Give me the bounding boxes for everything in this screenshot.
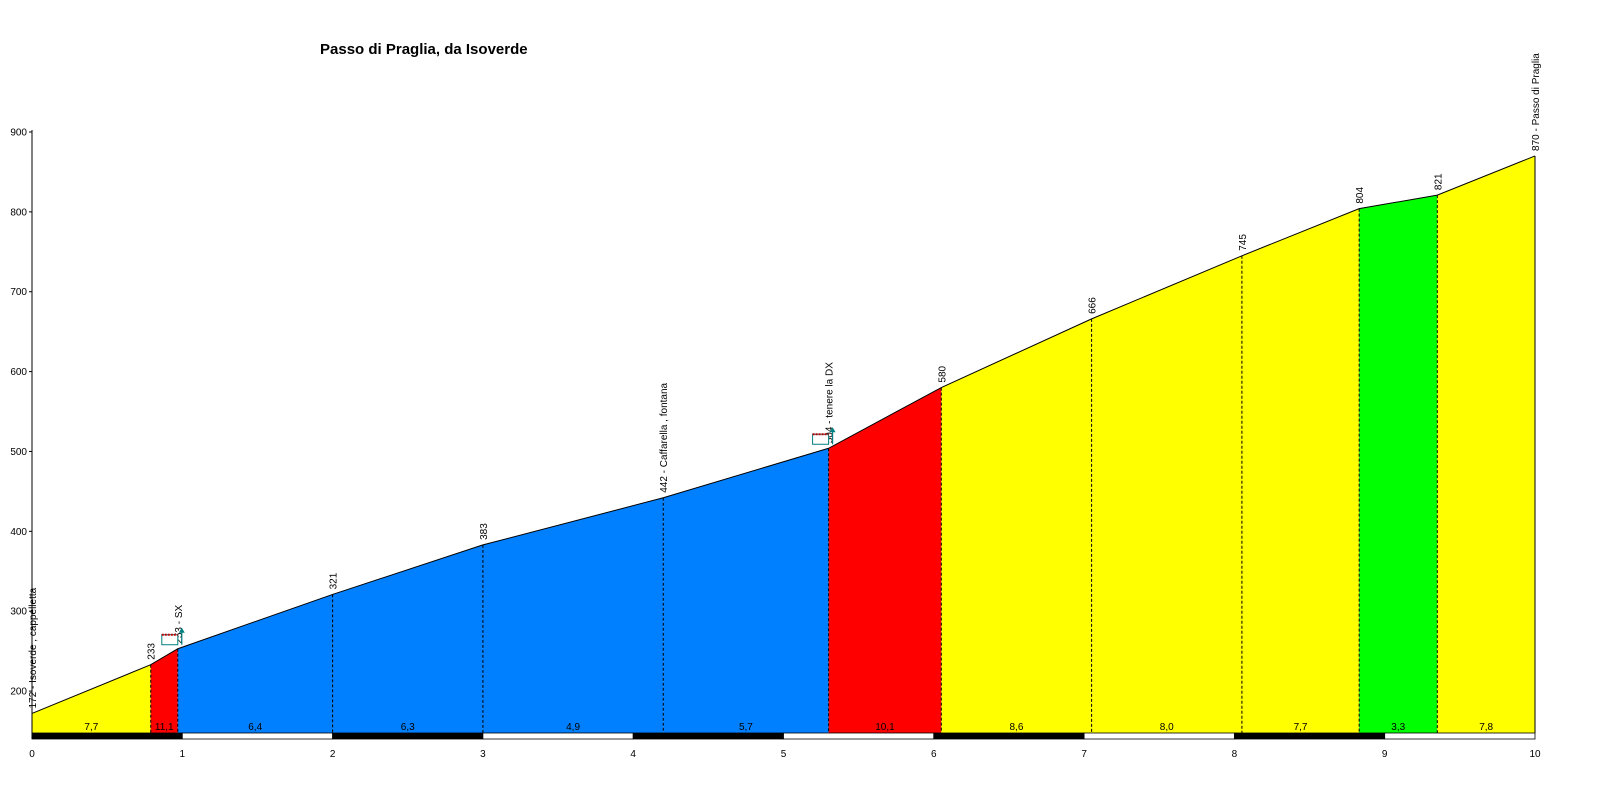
- x-tick-label: 4: [630, 749, 636, 760]
- y-tick-label: 400: [10, 527, 27, 538]
- segment-dividers: [150, 155, 1536, 733]
- elevation-label: 321: [329, 572, 340, 589]
- grade-label: 11,1: [155, 722, 174, 733]
- y-tick-label: 900: [10, 128, 27, 139]
- km-bar-block: [181, 732, 334, 740]
- grade-label: 7,7: [84, 722, 98, 733]
- grade-label: 10,1: [875, 722, 895, 733]
- grade-label: 7,7: [1294, 722, 1308, 733]
- grade-label: 7,8: [1479, 722, 1493, 733]
- km-bar-block: [1083, 732, 1235, 740]
- elevation-label: 233: [147, 643, 158, 660]
- km-bar-block: [632, 732, 784, 740]
- elevation-label: 383: [479, 523, 490, 540]
- grade-segment: [482, 497, 664, 733]
- x-tick-label: 10: [1529, 749, 1541, 760]
- y-tick-label: 600: [10, 367, 27, 378]
- grade-label: 5,7: [739, 722, 753, 733]
- x-tick-label: 2: [330, 749, 336, 760]
- turn-right-icon: [812, 427, 836, 445]
- y-tick-label: 500: [10, 447, 27, 458]
- x-tick-label: 9: [1382, 749, 1388, 760]
- km-bar-block: [1384, 732, 1536, 740]
- km-bar-block: [933, 732, 1085, 740]
- elevation-label: 504 - tenere la DX: [825, 362, 836, 443]
- grade-label: 6,3: [401, 722, 415, 733]
- y-axis: 200 300 400 500 600 700 800 900: [10, 128, 33, 739]
- grade-segment: [1091, 255, 1242, 734]
- x-tick-label: 3: [480, 749, 486, 760]
- grade-label: 8,0: [1160, 722, 1174, 733]
- turn-left-icon: [161, 627, 185, 646]
- grade-segment: [332, 544, 483, 733]
- grade-segment: [32, 664, 151, 733]
- x-axis: 0 1 2 3 4 5 6 7 8 9 10: [29, 749, 1541, 760]
- chart-title: Passo di Praglia, da Isoverde: [320, 41, 528, 58]
- km-bar-block: [783, 732, 935, 740]
- km-bar-block: [332, 732, 484, 740]
- elevation-label: 442 - Caffarella , fontana: [659, 382, 670, 492]
- grade-label: 3,3: [1391, 722, 1405, 733]
- x-tick-label: 8: [1232, 749, 1238, 760]
- grade-segment: [1437, 155, 1535, 733]
- grade-segment: [177, 594, 333, 733]
- grade-segment: [1241, 208, 1360, 733]
- grade-segment: [150, 648, 178, 733]
- y-tick-label: 800: [10, 207, 27, 218]
- km-bar-block: [482, 732, 634, 740]
- elevation-label: 870 - Passo di Praglia: [1531, 53, 1542, 151]
- grade-segment: [941, 318, 1092, 733]
- elevation-label: 804: [1355, 187, 1366, 204]
- x-tick-label: 5: [781, 749, 787, 760]
- grade-labels: 7,7 11,1 6,4 6,3 4,9 5,7 10,1 8,6 8,0 7,7 3,3 7,8: [84, 722, 1493, 733]
- x-tick-label: 6: [931, 749, 937, 760]
- grade-label: 6,4: [248, 722, 262, 733]
- km-bar-block: [1234, 732, 1386, 740]
- elevation-label: 253 - SX: [174, 604, 185, 643]
- grade-segments: [32, 155, 1535, 734]
- grade-label: 8,6: [1010, 722, 1024, 733]
- km-bar-block: [31, 732, 183, 740]
- y-tick-label: 200: [10, 687, 27, 698]
- elevation-label: 745: [1238, 234, 1249, 251]
- grade-label: 4,9: [566, 722, 580, 733]
- grade-segment: [1359, 195, 1438, 733]
- y-tick-label: 300: [10, 607, 27, 618]
- elevation-label: 821: [1433, 173, 1444, 190]
- km-scale-bar: [31, 732, 1536, 740]
- turn-icons: [161, 427, 836, 646]
- x-tick-label: 0: [29, 749, 35, 760]
- elevation-labels: 172 - Isoverde , cappelletta 233 253 - SX 3…: [28, 53, 1542, 709]
- elevation-label: 172 - Isoverde , cappelletta: [28, 587, 39, 708]
- elevation-label: 666: [1088, 297, 1099, 314]
- y-tick-label: 700: [10, 287, 27, 298]
- grade-segment: [663, 448, 829, 733]
- grade-segment: [828, 387, 942, 733]
- x-tick-label: 1: [180, 749, 186, 760]
- x-tick-label: 7: [1081, 749, 1087, 760]
- elevation-label: 580: [937, 365, 948, 382]
